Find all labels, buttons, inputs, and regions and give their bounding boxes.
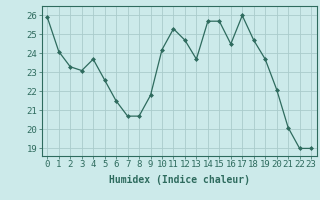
X-axis label: Humidex (Indice chaleur): Humidex (Indice chaleur) (109, 175, 250, 185)
